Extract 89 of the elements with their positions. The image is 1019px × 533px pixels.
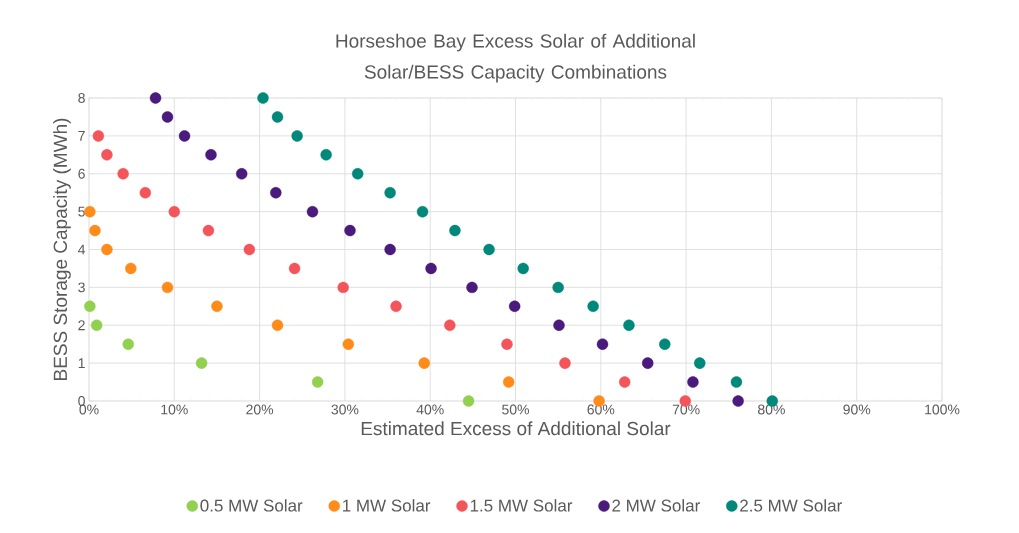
point [559, 357, 571, 369]
point [553, 319, 565, 331]
y-tick-label: 5 [78, 206, 85, 217]
point [483, 243, 495, 256]
y-tick-label: 1 [78, 358, 85, 368]
x-tick-label: 0% [79, 404, 99, 415]
point [642, 357, 654, 369]
point [168, 205, 180, 218]
x-tick-label: 90% [843, 404, 871, 415]
point [502, 376, 515, 388]
point [195, 357, 208, 369]
x-tick-label: 80% [758, 404, 785, 415]
point [730, 376, 743, 388]
point [659, 338, 671, 350]
point [89, 224, 101, 237]
y-tick-label: 4 [78, 244, 86, 255]
point [270, 186, 282, 199]
point [344, 224, 356, 237]
legend-label: 0.5 MW Solar [200, 499, 303, 512]
y-tick-label: 8 [78, 93, 85, 103]
point [122, 338, 134, 350]
point [384, 243, 396, 256]
point [596, 338, 609, 350]
y-tick-label: 7 [78, 131, 85, 141]
point [337, 281, 349, 294]
point [243, 243, 256, 256]
y-tick-label: 2 [78, 320, 85, 331]
point [211, 300, 223, 313]
point [501, 338, 513, 350]
point [92, 130, 105, 142]
point [311, 376, 324, 388]
y-tick-label: 0 [78, 396, 85, 406]
point [320, 149, 332, 161]
legend-label: 2.5 MW Solar [740, 499, 842, 512]
point [623, 319, 635, 331]
point [508, 300, 521, 313]
point [694, 357, 706, 369]
point [178, 130, 191, 142]
point [618, 376, 631, 388]
y-axis-title: BESS Storage Capacity (MWh) [53, 118, 71, 380]
y-tick-label: 6 [78, 168, 85, 179]
point [101, 243, 113, 256]
point [342, 338, 355, 350]
point [271, 111, 284, 123]
point [288, 262, 301, 275]
point [462, 395, 475, 407]
point [139, 186, 151, 199]
legend-label: 2 MW Solar [612, 499, 700, 512]
point [384, 186, 396, 199]
x-tick-label: 10% [161, 404, 188, 415]
point [449, 224, 461, 237]
point [84, 205, 96, 218]
x-axis-title: Estimated Excess of Additional Solar [361, 421, 671, 436]
point [687, 376, 699, 388]
point [352, 168, 364, 180]
point [416, 205, 429, 218]
point [84, 300, 96, 313]
point [101, 149, 113, 161]
x-tick-label: 30% [331, 404, 359, 415]
legend-label: 1.5 MW Solar [470, 499, 573, 512]
y-tick-label: 3 [78, 282, 85, 293]
point [161, 111, 174, 123]
chart-title: Horseshoe Bay Excess Solar of Additional Solar/BESS Capacity Combinations [336, 33, 695, 83]
x-tick-label: 100% [925, 404, 960, 415]
point [552, 281, 564, 294]
point [444, 319, 456, 331]
point [587, 300, 599, 313]
point [205, 149, 217, 161]
point [257, 92, 269, 104]
point [117, 168, 129, 180]
point [390, 300, 402, 313]
point [517, 262, 529, 275]
point [291, 130, 303, 142]
point [425, 262, 437, 275]
legend-label: 1 MW Solar [343, 499, 431, 512]
point [125, 262, 137, 275]
x-tick-label: 20% [246, 404, 274, 415]
point [202, 224, 215, 237]
point [306, 205, 319, 218]
point [466, 281, 478, 294]
point [418, 357, 430, 369]
point [90, 319, 103, 331]
point [235, 168, 248, 180]
point [271, 319, 284, 331]
point [161, 281, 174, 294]
point [732, 395, 744, 407]
point [149, 92, 162, 104]
x-tick-label: 50% [502, 404, 530, 415]
x-tick-label: 40% [416, 404, 444, 415]
